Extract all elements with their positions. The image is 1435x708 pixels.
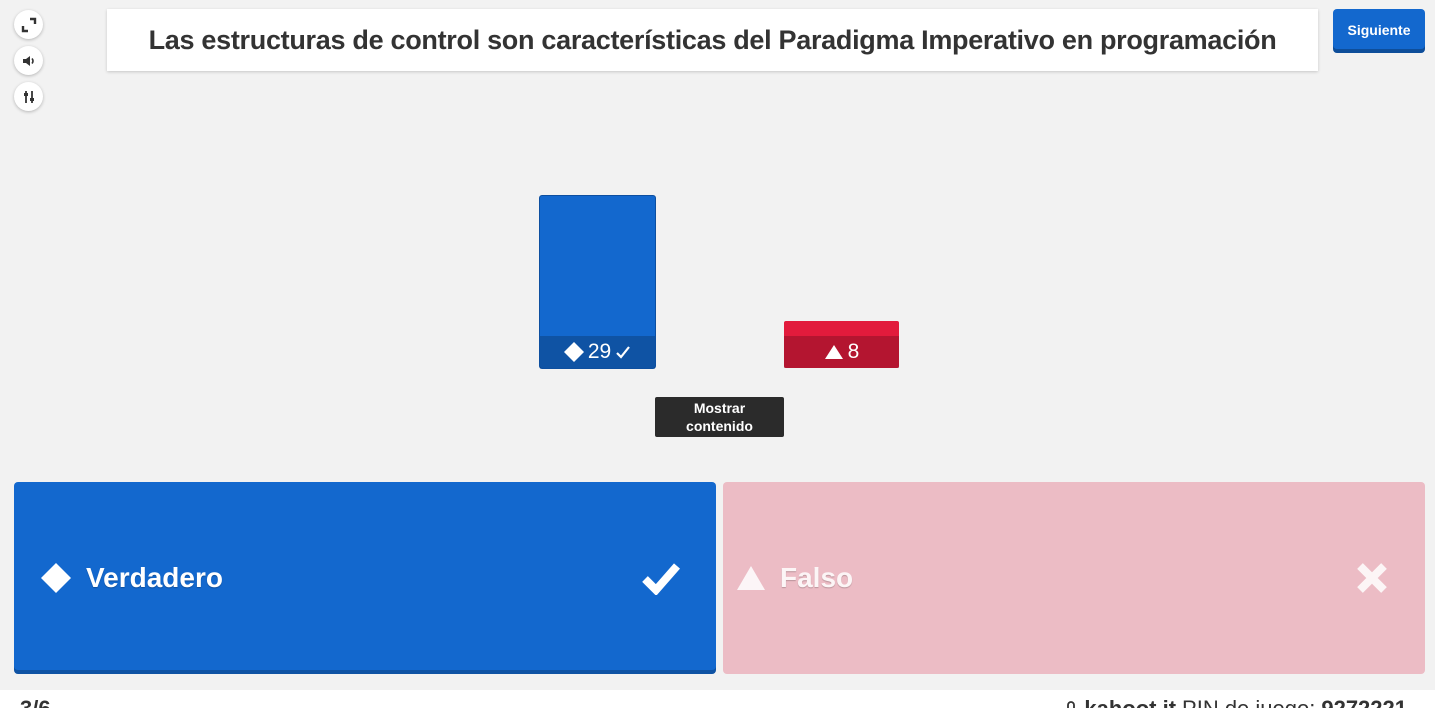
question-counter: 3/6 [20,696,51,708]
volume-icon [22,55,34,66]
triangle-icon [737,566,765,590]
site-name: kahoot.it [1084,696,1176,708]
check-icon [616,346,631,359]
bar-label: 29 [540,336,655,368]
volume-button[interactable] [14,46,43,75]
show-content-tooltip: Mostrar contenido [655,397,784,437]
footer-info: kahoot.it PIN de juego: 9272221 [1064,696,1407,708]
result-bar-verdadero: 29 [540,196,655,368]
tooltip-line1: Mostrar [693,400,746,416]
pin-value: 9272221 [1321,696,1407,708]
answer-falso[interactable]: Falso [723,482,1425,674]
bar-value: 8 [847,340,860,363]
answer-verdadero[interactable]: Verdadero [14,482,716,674]
next-button[interactable]: Siguiente [1333,9,1425,53]
diamond-icon [563,342,584,362]
triangle-icon [824,345,843,359]
diamond-icon [41,563,71,593]
result-bar-falso: 8 [784,321,899,368]
answer-label: Falso [780,562,854,593]
results-chart: 29 8 [540,196,899,368]
settings-button[interactable] [14,82,43,111]
pin-label: PIN de juego: [1182,696,1315,708]
question-title-box: Las estructuras de control son caracterí… [107,9,1318,71]
lock-icon [1067,701,1076,708]
check-icon [642,563,680,595]
footer-bar: 3/6 kahoot.it PIN de juego: 9272221 [0,690,1435,708]
cross-icon [1357,563,1387,593]
fullscreen-button[interactable] [14,10,43,39]
bar-value: 29 [587,340,612,363]
fullscreen-icon [21,17,36,32]
settings-icon [23,90,34,103]
answer-label: Verdadero [86,562,223,593]
tooltip-line2: contenido [686,418,753,434]
bar-label: 8 [784,336,899,368]
question-title: Las estructuras de control son caracterí… [148,24,1277,55]
